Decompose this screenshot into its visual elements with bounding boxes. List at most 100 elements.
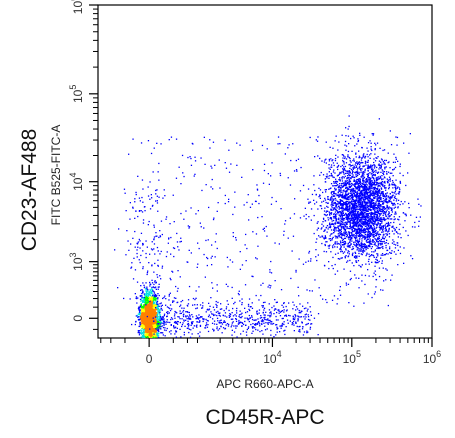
event-dot (139, 325, 141, 327)
event-dot (297, 315, 299, 317)
event-dot (363, 173, 365, 175)
event-dot (152, 335, 154, 337)
event-dot (253, 319, 255, 321)
event-dot (359, 223, 361, 225)
event-dot (317, 334, 319, 336)
event-dot (359, 178, 362, 180)
event-dot (161, 322, 163, 324)
event-dot (384, 213, 387, 216)
event-dot (305, 324, 307, 326)
event-dot (383, 176, 386, 178)
event-dot (271, 323, 273, 325)
event-dot (368, 167, 370, 170)
event-dot (152, 314, 154, 316)
event-dot (148, 320, 150, 322)
event-dot (174, 313, 176, 315)
event-dot (195, 318, 197, 320)
event-dot (344, 157, 346, 160)
event-dot (185, 315, 187, 317)
event-dot (158, 308, 160, 310)
event-dot (219, 315, 221, 317)
event-dot (150, 327, 153, 329)
event-dot (363, 208, 365, 210)
event-dot (254, 319, 256, 321)
event-dot (160, 332, 162, 334)
event-dot (297, 319, 299, 321)
event-dot (149, 298, 151, 300)
event-dot (156, 324, 158, 326)
event-dot (398, 219, 400, 221)
event-dot (353, 203, 355, 205)
event-dot (261, 305, 263, 307)
event-dot (372, 134, 374, 136)
event-dot (365, 208, 368, 210)
event-dot (140, 308, 142, 310)
event-dot (157, 307, 159, 309)
event-dot (154, 326, 156, 328)
event-dot (331, 202, 333, 204)
event-dot (144, 319, 146, 321)
event-dot (393, 243, 395, 245)
event-dot (195, 315, 198, 317)
event-dot (356, 143, 358, 145)
event-dot (219, 322, 221, 324)
event-dot (374, 196, 376, 198)
event-dot (198, 318, 200, 320)
event-dot (391, 191, 393, 193)
event-dot (147, 333, 149, 335)
event-dot (368, 233, 371, 235)
event-dot (147, 331, 149, 333)
event-dot (350, 228, 352, 230)
event-dot (141, 309, 143, 311)
event-dot (354, 244, 356, 246)
event-dot (150, 291, 152, 294)
event-dot (360, 192, 362, 194)
event-dot (145, 301, 147, 303)
event-dot (369, 233, 371, 235)
event-dot (144, 315, 146, 317)
event-dot (393, 233, 395, 235)
event-dot (383, 162, 385, 164)
event-dot (303, 215, 305, 217)
event-dot (144, 321, 146, 323)
event-dot (148, 316, 150, 318)
event-dot (367, 233, 369, 235)
event-dot (393, 227, 395, 230)
event-dot (381, 262, 383, 264)
event-dot (220, 303, 222, 305)
event-dot (391, 202, 393, 204)
event-dot (333, 216, 335, 218)
event-dot (242, 323, 245, 326)
event-dot (251, 302, 253, 304)
event-dot (153, 323, 155, 325)
event-dot (156, 318, 158, 320)
event-dot (343, 183, 345, 185)
event-dot (255, 323, 257, 325)
event-dot (187, 327, 189, 329)
event-dot (337, 258, 339, 260)
event-dot (349, 279, 351, 281)
event-dot (155, 297, 157, 299)
event-dot (343, 234, 345, 236)
event-dot (140, 316, 142, 318)
event-dot (343, 240, 345, 243)
event-dot (352, 203, 354, 205)
event-dot (158, 326, 161, 328)
event-dot (334, 201, 336, 204)
event-dot (229, 313, 231, 315)
event-dot (181, 325, 183, 328)
plot-area (97, 4, 433, 339)
event-dot (260, 315, 262, 317)
event-dot (373, 226, 375, 228)
event-dot (379, 220, 382, 222)
event-dot (197, 317, 199, 319)
event-dot (379, 224, 381, 226)
event-dot (358, 157, 360, 159)
event-dot (158, 316, 160, 318)
event-dot (381, 191, 383, 193)
event-dot (302, 305, 304, 307)
event-dot (341, 250, 343, 253)
event-dot (364, 188, 366, 190)
event-dot (354, 229, 356, 231)
